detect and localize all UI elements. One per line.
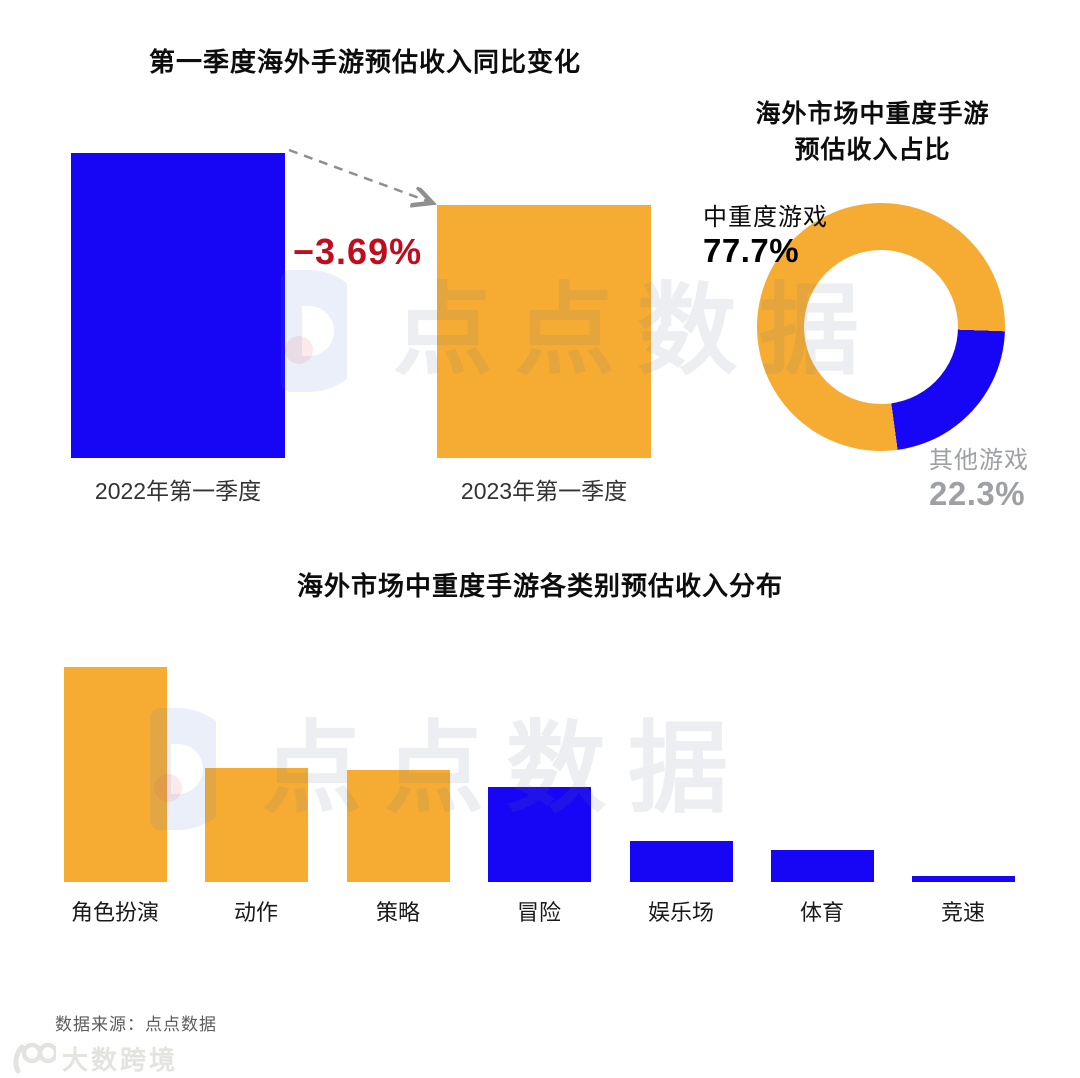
other-games-percent: 22.3% — [929, 475, 1026, 512]
donut-hole — [804, 250, 958, 404]
genre-bar-label-2: 策略 — [375, 900, 420, 925]
callout-other-games: 其他游戏 22.3% — [929, 440, 1029, 513]
donut-title-line2: 预估收入占比 — [794, 136, 951, 164]
genre-bar-label-5: 体育 — [799, 900, 844, 925]
donut-title-line1: 海外市场中重度手游 — [755, 100, 990, 128]
genre-bar-label-1: 动作 — [233, 900, 278, 925]
genre-bar-label-3: 冒险 — [516, 900, 561, 925]
donut-chart-title: 海外市场中重度手游 预估收入占比 — [700, 96, 1045, 168]
quarter-bar-label-0: 2022年第一季度 — [94, 478, 262, 504]
brand-name: 大数跨境 — [62, 1045, 179, 1075]
genre-bar-2 — [347, 770, 450, 882]
genre-bar-0 — [64, 667, 167, 882]
yoy-change-label: −3.69% — [293, 231, 423, 272]
heavy-games-percent: 77.7% — [703, 232, 800, 269]
genre-chart-title: 海外市场中重度手游各类别预估收入分布 — [296, 571, 783, 601]
donut-chart — [757, 203, 1005, 451]
brand-logo: 大数跨境 — [8, 1040, 178, 1077]
other-games-label: 其他游戏 — [929, 447, 1029, 474]
genre-bar-label-0: 角色扮演 — [70, 900, 159, 925]
heavy-games-label: 中重度游戏 — [703, 204, 828, 231]
quarter-chart-title: 第一季度海外手游预估收入同比变化 — [148, 47, 581, 77]
data-source-note: 数据来源：点点数据 — [55, 1015, 217, 1034]
genre-bar-6 — [912, 876, 1015, 882]
genre-bar-3 — [488, 787, 591, 882]
brand-100-icon — [13, 1042, 56, 1073]
callout-heavy-games: 中重度游戏 77.7% — [703, 197, 828, 270]
genre-bar-label-6: 竞速 — [940, 900, 985, 925]
quarter-bar-0 — [71, 153, 285, 458]
quarter-bar-1 — [437, 205, 651, 458]
quarter-bar-label-1: 2023年第一季度 — [460, 478, 628, 504]
genre-bar-1 — [205, 768, 308, 882]
genre-bar-label-4: 娱乐场 — [647, 900, 714, 925]
genre-bar-5 — [771, 850, 874, 882]
genre-bar-4 — [630, 841, 733, 882]
